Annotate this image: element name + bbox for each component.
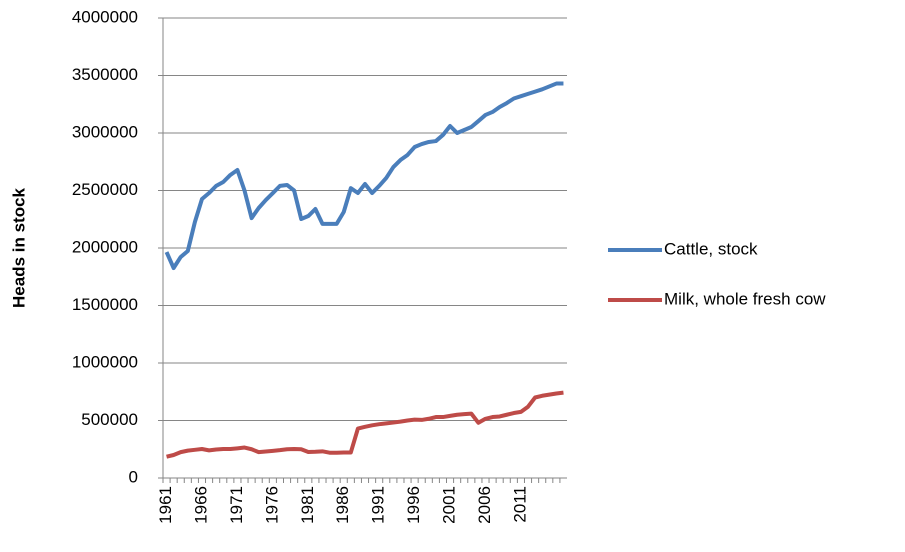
x-tick-label: 1991 — [369, 486, 388, 524]
legend-label: Milk, whole fresh cow — [664, 289, 826, 308]
y-tick-label: 3000000 — [72, 122, 138, 141]
y-tick-label: 4000000 — [72, 7, 138, 26]
series-line — [166, 390, 564, 459]
y-tick-label: 1000000 — [72, 352, 138, 371]
y-tick-label: 2500000 — [72, 180, 138, 199]
y-tick-label: 500000 — [81, 410, 138, 429]
y-tick-label: 1500000 — [72, 295, 138, 314]
x-tick-label: 2011 — [510, 486, 529, 523]
x-tick-label: 2006 — [475, 486, 494, 524]
y-tick-label: 0 — [129, 467, 138, 486]
legend-label: Cattle, stock — [664, 239, 758, 258]
x-tick-label: 1966 — [191, 486, 210, 524]
series-line — [164, 81, 564, 271]
y-tick-label: 2000000 — [72, 237, 138, 256]
y-tick-label: 3500000 — [72, 65, 138, 84]
y-axis-label: Heads in stock — [9, 187, 28, 308]
x-tick-label: 1981 — [298, 486, 317, 524]
x-tick-label: 2001 — [440, 486, 459, 524]
x-tick-label: 1961 — [156, 486, 175, 524]
x-tick-label: 1986 — [333, 486, 352, 524]
x-tick-label: 1996 — [404, 486, 423, 524]
x-tick-label: 1976 — [262, 486, 281, 524]
x-tick-label: 1971 — [227, 486, 246, 524]
